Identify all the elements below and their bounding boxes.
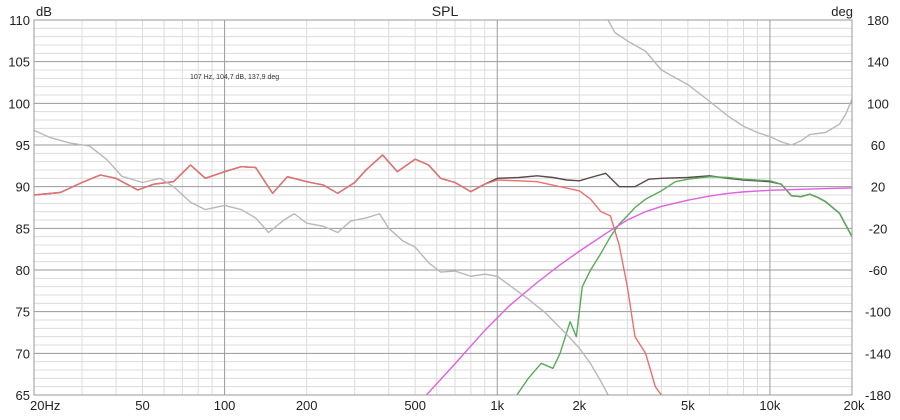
x-tick-label: 10k bbox=[759, 398, 780, 413]
x-tick-label: 20k bbox=[844, 398, 865, 413]
x-tick-label: 50 bbox=[135, 398, 149, 413]
series-line-3 bbox=[516, 175, 852, 395]
y2-tick-label: 60 bbox=[871, 138, 885, 153]
y2-tick-label: 20 bbox=[871, 180, 885, 195]
y2-tick-label: -140 bbox=[865, 346, 891, 361]
y2-tick-label: 140 bbox=[867, 55, 889, 70]
y-tick-label: 110 bbox=[9, 13, 30, 28]
grid-minor bbox=[33, 20, 853, 395]
y-axis-label: dB bbox=[36, 4, 52, 19]
y2-tick-label: -180 bbox=[865, 388, 891, 403]
x-tick-label: 500 bbox=[404, 398, 426, 413]
y2-tick-labels: -180 -140 -100 -60 -20 20 60 100 140 180 bbox=[865, 13, 891, 403]
y-tick-label: 95 bbox=[16, 138, 30, 153]
y-tick-label: 75 bbox=[16, 305, 30, 320]
x-tick-label: 200 bbox=[296, 398, 318, 413]
x-tick-label: 100 bbox=[214, 398, 236, 413]
y-tick-label: 80 bbox=[16, 263, 30, 278]
cursor-readout: 107 Hz, 104,7 dB, 137,9 deg bbox=[190, 74, 279, 81]
x-tick-label: 2k bbox=[572, 398, 586, 413]
y-tick-label: 90 bbox=[16, 180, 30, 195]
series-line-2 bbox=[34, 154, 662, 395]
x-tick-labels: 20Hz 50 100 200 500 1k 2k 5k 10k 20k bbox=[30, 398, 865, 413]
y-tick-label: 70 bbox=[16, 346, 30, 361]
y2-tick-label: 100 bbox=[867, 96, 889, 111]
x-tick-label: 20Hz bbox=[30, 398, 60, 413]
y2-tick-label: -60 bbox=[869, 263, 888, 278]
series-layer bbox=[34, 20, 852, 395]
y-tick-label: 100 bbox=[8, 96, 30, 111]
y-tick-label: 65 bbox=[16, 388, 30, 403]
chart-title: SPL bbox=[432, 3, 459, 19]
y-tick-labels: 65 70 75 80 85 90 95 100 105 110 bbox=[8, 13, 30, 403]
y2-tick-label: -100 bbox=[865, 305, 891, 320]
series-line-4 bbox=[34, 20, 852, 395]
y-tick-label: 105 bbox=[8, 55, 30, 70]
x-tick-label: 1k bbox=[490, 398, 504, 413]
y2-tick-label: -20 bbox=[869, 221, 888, 236]
grid-major bbox=[34, 20, 852, 395]
x-tick-label: 5k bbox=[681, 398, 695, 413]
series-line-5 bbox=[425, 187, 852, 395]
y2-axis-label: deg bbox=[831, 4, 853, 19]
plot-frame bbox=[33, 19, 853, 396]
y2-tick-label: 180 bbox=[867, 13, 889, 28]
y-tick-label: 85 bbox=[16, 221, 30, 236]
